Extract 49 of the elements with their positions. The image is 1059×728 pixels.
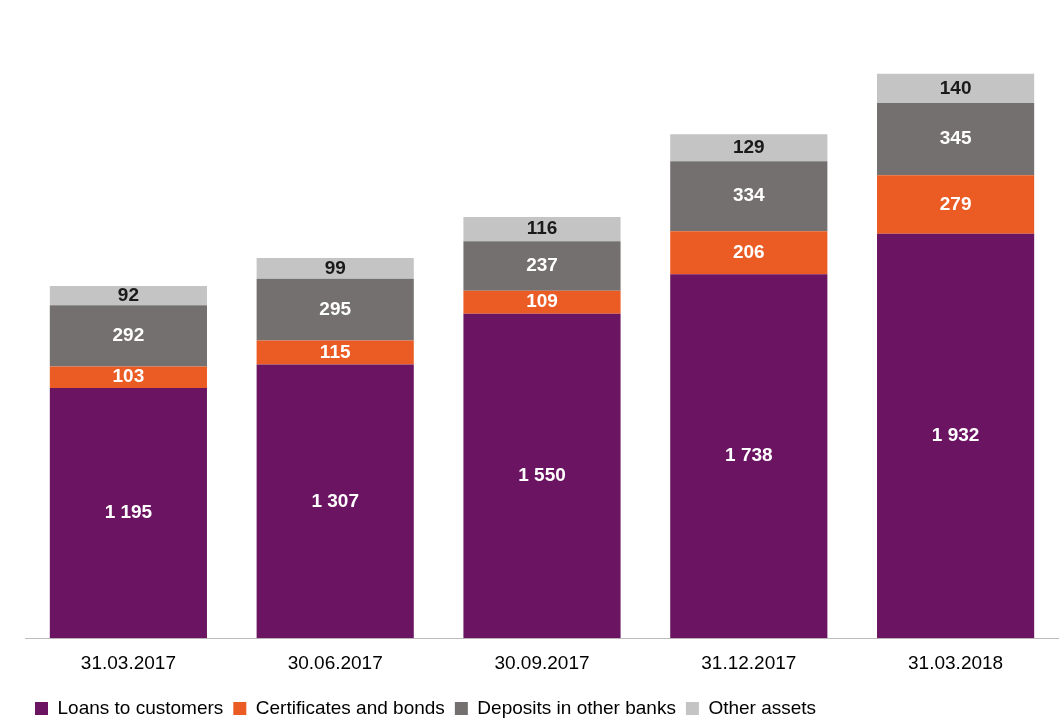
x-tick-label: 30.06.2017 bbox=[287, 651, 383, 673]
data-label: 292 bbox=[112, 324, 145, 346]
bar bbox=[877, 233, 1035, 639]
bar bbox=[49, 305, 207, 367]
data-label: 109 bbox=[526, 290, 558, 312]
x-tick-label: 31.03.2017 bbox=[80, 651, 176, 673]
data-label: 334 bbox=[732, 184, 766, 206]
bar bbox=[670, 161, 828, 232]
data-label: 140 bbox=[939, 76, 972, 98]
x-tick-label: 30.09.2017 bbox=[494, 651, 590, 673]
bar bbox=[877, 73, 1035, 103]
bar bbox=[463, 313, 621, 639]
bar bbox=[256, 340, 414, 365]
data-label: 1 932 bbox=[931, 424, 980, 446]
x-tick-label: 31.03.2018 bbox=[908, 651, 1004, 673]
data-label: 345 bbox=[939, 127, 972, 149]
data-label: 206 bbox=[732, 240, 765, 262]
data-label: 1 550 bbox=[518, 464, 566, 486]
legend-label: Other assets bbox=[708, 696, 817, 718]
bar bbox=[49, 387, 207, 639]
data-label: 115 bbox=[319, 340, 351, 362]
bar bbox=[670, 274, 828, 639]
bar bbox=[256, 257, 414, 279]
data-label: 1 307 bbox=[311, 489, 359, 511]
x-tick-label: 31.12.2017 bbox=[701, 651, 797, 673]
bar bbox=[49, 366, 207, 388]
bar bbox=[877, 102, 1035, 176]
data-label: 116 bbox=[526, 217, 558, 239]
bar bbox=[256, 364, 414, 639]
bar bbox=[463, 216, 621, 242]
legend-label: Loans to customers bbox=[57, 696, 224, 718]
data-label: 92 bbox=[117, 283, 139, 305]
bar bbox=[256, 278, 414, 341]
data-label: 1 738 bbox=[725, 444, 773, 466]
legend-label: Certificates and bonds bbox=[255, 696, 445, 718]
bar bbox=[463, 290, 621, 314]
data-label: 129 bbox=[732, 135, 765, 157]
data-label: 103 bbox=[112, 365, 145, 387]
bar bbox=[877, 175, 1035, 234]
bar bbox=[463, 241, 621, 291]
data-label: 1 195 bbox=[104, 501, 153, 523]
bar bbox=[670, 134, 828, 162]
data-label: 279 bbox=[939, 192, 972, 214]
data-label: 295 bbox=[319, 297, 352, 319]
bar bbox=[670, 231, 828, 275]
legend-label: Deposits in other banks bbox=[477, 696, 676, 718]
bar bbox=[49, 285, 207, 306]
data-label: 99 bbox=[324, 256, 346, 278]
data-label: 237 bbox=[526, 254, 558, 276]
